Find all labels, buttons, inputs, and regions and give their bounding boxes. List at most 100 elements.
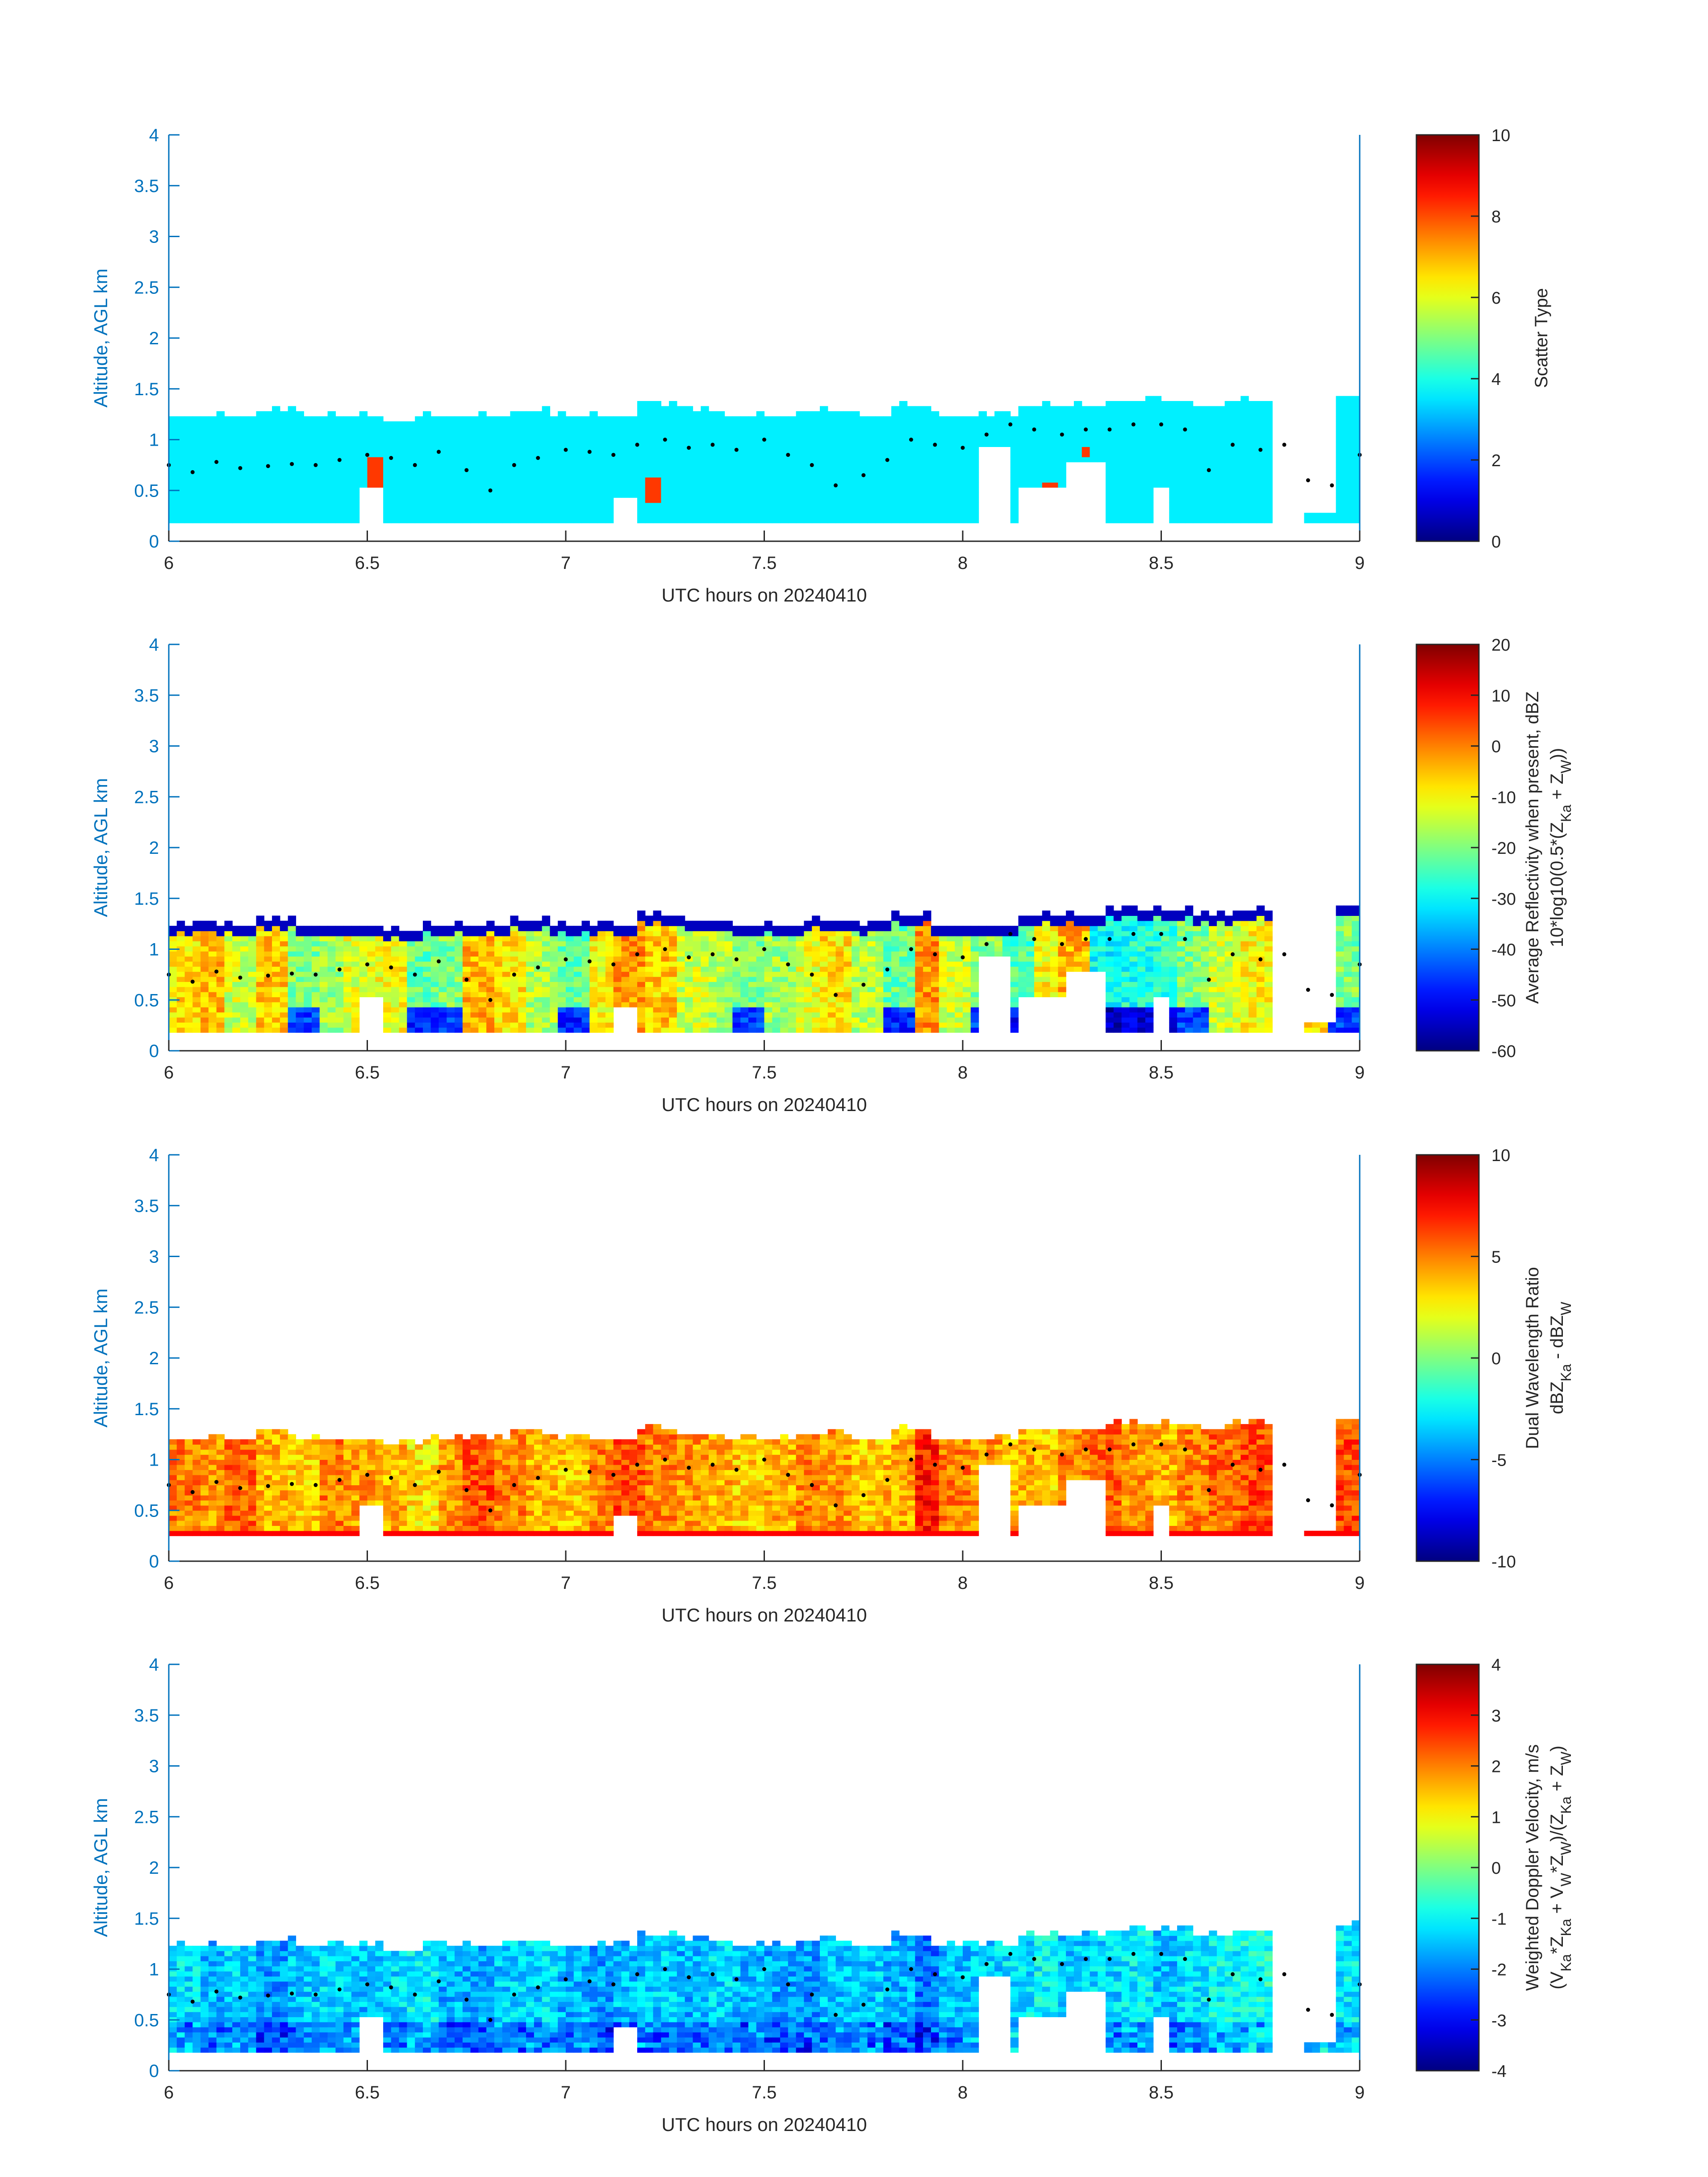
layer-dot (1060, 432, 1064, 437)
x-tick-label: 6.5 (355, 2083, 380, 2102)
layer-dot (266, 974, 270, 978)
colorbar-tick-label: 1 (1491, 1808, 1501, 1827)
x-tick-label: 8.5 (1149, 1573, 1174, 1593)
layer-dot (488, 1508, 493, 1513)
x-axis-label: UTC hours on 20240410 (662, 2114, 867, 2135)
y-tick-label: 2 (149, 329, 159, 348)
colorbar-label: Scatter Type (1532, 288, 1551, 388)
x-tick-label: 6 (164, 2083, 174, 2102)
layer-dot (587, 1470, 592, 1474)
layer-dot (734, 957, 739, 961)
colorbar-tick-label: -60 (1491, 1042, 1516, 1061)
x-axis-label: UTC hours on 20240410 (662, 585, 867, 606)
y-axis-label: Altitude, AGL km (90, 778, 111, 917)
data-field (169, 396, 1360, 523)
layer-dot (587, 450, 592, 454)
x-tick-label: 9 (1355, 1063, 1365, 1082)
layer-dot (984, 432, 989, 437)
y-tick-label: 1.5 (134, 889, 159, 909)
layer-dot (238, 1486, 242, 1490)
colorbar-tick-label: 10 (1491, 126, 1510, 145)
y-tick-label: 3 (149, 1247, 159, 1267)
layer-dot (313, 1483, 318, 1487)
layer-dot (190, 1999, 195, 2004)
layer-dot (1330, 993, 1334, 997)
y-axis-label: Altitude, AGL km (90, 1798, 111, 1937)
layer-dot (909, 947, 913, 951)
y-tick-label: 2.5 (134, 1298, 159, 1317)
x-tick-label: 8.5 (1149, 2083, 1174, 2102)
layer-dot (1032, 1447, 1036, 1452)
layer-dot (687, 1466, 691, 1470)
y-tick-label: 4 (149, 125, 159, 145)
layer-dot (1159, 1951, 1163, 1956)
layer-dot (909, 438, 913, 442)
layer-dot (1008, 1442, 1013, 1446)
layer-dot (413, 463, 417, 467)
layer-dot (861, 473, 866, 477)
layer-dot (564, 447, 568, 452)
layer-dot (1306, 1498, 1310, 1502)
x-tick-label: 8 (958, 1573, 968, 1593)
layer-dot (1107, 937, 1112, 941)
layer-dot (313, 972, 318, 977)
colorbar-label: Dual Wavelength Ratio (1523, 1267, 1542, 1449)
layer-dot (190, 470, 195, 474)
y-tick-label: 3 (149, 737, 159, 756)
layer-dot (861, 982, 866, 987)
layer-dot (1084, 937, 1088, 941)
layer-dot (1258, 447, 1263, 452)
layer-dot (1207, 978, 1211, 982)
x-tick-label: 7.5 (752, 1063, 777, 1082)
layer-dot (437, 450, 441, 454)
layer-dot (1183, 1957, 1187, 1961)
layer-dot (933, 952, 937, 957)
layer-dot (1159, 932, 1163, 936)
colorbar-tick-label: -4 (1491, 2062, 1507, 2081)
y-tick-label: 3.5 (134, 1196, 159, 1216)
y-tick-label: 1.5 (134, 1909, 159, 1929)
layer-dot (1183, 937, 1187, 941)
layer-dot (1008, 422, 1013, 426)
colorbar-tick-label: -30 (1491, 890, 1516, 909)
layer-dots (167, 1951, 1362, 2022)
layer-dot (214, 1989, 219, 1994)
layer-dot (960, 1975, 965, 1980)
x-tick-label: 8 (958, 1063, 968, 1082)
layer-dot (885, 1478, 889, 1482)
layer-dot (810, 1992, 814, 1997)
layer-dot (1032, 1957, 1036, 1961)
layer-dot (762, 1458, 766, 1462)
y-tick-label: 4 (149, 635, 159, 655)
layer-dot (1032, 427, 1036, 432)
layer-dot (1060, 1452, 1064, 1457)
layer-dot (1084, 1957, 1088, 1961)
layer-dot (1330, 1503, 1334, 1508)
colorbar-tick-label: 3 (1491, 1707, 1501, 1726)
layer-dot (536, 1985, 540, 1989)
layer-dot (1008, 1951, 1013, 1956)
layer-dot (834, 1503, 838, 1508)
panel-2: 0 0.5 1 1.5 2 2.5 3 3.5 4 6 6.5 7 7.5 8 8.5 9 UTC hours … (90, 635, 1574, 1115)
y-tick-label: 0.5 (134, 2010, 159, 2030)
y-tick-label: 2.5 (134, 787, 159, 807)
layer-dot (337, 1478, 342, 1482)
layer-dot (512, 972, 516, 977)
x-axis-label: UTC hours on 20240410 (662, 1094, 867, 1115)
layer-dot (1060, 942, 1064, 946)
x-tick-label: 9 (1355, 2083, 1365, 2102)
layer-dot (984, 942, 989, 946)
layer-dot (214, 1480, 219, 1484)
y-tick-label: 0 (149, 2061, 159, 2081)
layer-dot (1306, 988, 1310, 992)
layer-dot (687, 446, 691, 450)
colorbar-tick-label: -50 (1491, 991, 1516, 1010)
data-field (169, 905, 1360, 1033)
layer-dot (365, 453, 369, 457)
colorbar-tick-label: -1 (1491, 1910, 1507, 1929)
x-tick-label: 9 (1355, 1573, 1365, 1593)
layer-dot (710, 1972, 715, 1976)
layer-dot (834, 993, 838, 997)
layer-dot (464, 1997, 469, 2002)
x-tick-label: 6.5 (355, 1063, 380, 1082)
